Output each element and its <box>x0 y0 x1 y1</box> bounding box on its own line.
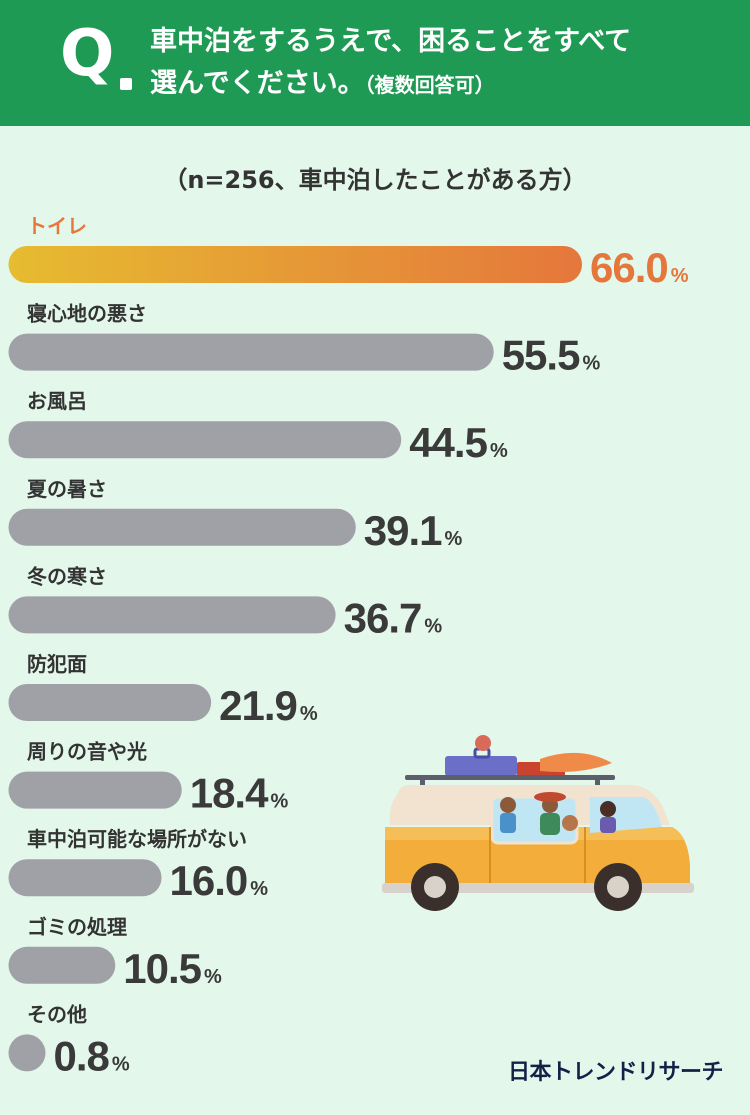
category-label: お風呂 <box>27 389 87 413</box>
campervan-illustration <box>382 735 694 911</box>
value-number: 36.7 <box>344 594 422 641</box>
value-unit: % <box>270 791 288 813</box>
value-number: 0.8 <box>54 1032 110 1079</box>
question-header: Q 車中泊をするうえで、困ることをすべて 選んでください。（複数回答可） <box>0 0 750 126</box>
value-label: 16.0% <box>170 857 269 904</box>
category-label: ゴミの処理 <box>27 915 127 939</box>
value-unit: % <box>112 1053 130 1075</box>
value-label: 18.4% <box>190 770 289 817</box>
bar <box>8 771 182 809</box>
category-label: トイレ <box>27 214 87 238</box>
bar-highlight <box>8 246 582 283</box>
question-text-line2: 選んでください。（複数回答可） <box>150 70 495 97</box>
value-unit: % <box>671 265 689 287</box>
category-label: 寝心地の悪さ <box>27 302 147 326</box>
value-unit: % <box>424 615 442 637</box>
question-dot <box>120 78 132 90</box>
value-label: 55.5% <box>502 332 601 379</box>
bar <box>8 946 116 984</box>
value-number: 66.0 <box>590 244 668 291</box>
value-number: 39.1 <box>364 507 442 554</box>
bar <box>8 859 162 897</box>
bar <box>8 684 212 721</box>
value-number: 55.5 <box>502 332 580 379</box>
category-label: 冬の寒さ <box>27 564 107 588</box>
bar <box>8 508 356 546</box>
value-label: 10.5% <box>123 945 222 992</box>
category-label: 防犯面 <box>27 652 87 676</box>
value-number: 16.0 <box>170 857 248 904</box>
value-number: 21.9 <box>219 682 297 729</box>
sample-size-note: （n=256、車中泊したことがある方） <box>163 166 587 194</box>
category-label: 夏の暑さ <box>27 477 107 501</box>
value-number: 44.5 <box>409 419 487 466</box>
bar <box>8 596 336 634</box>
value-label: 0.8% <box>54 1032 130 1079</box>
value-unit: % <box>300 703 318 725</box>
value-number: 10.5 <box>123 945 201 992</box>
value-label: 44.5% <box>409 419 508 466</box>
value-unit: % <box>250 878 268 900</box>
value-unit: % <box>204 966 222 988</box>
bar <box>8 333 494 371</box>
category-label: その他 <box>27 1002 87 1026</box>
bar <box>8 1034 46 1072</box>
question-mark: Q <box>60 17 115 91</box>
value-label: 39.1% <box>364 507 463 554</box>
value-label: 36.7% <box>344 594 443 641</box>
question-text-line2-main: 選んでください。 <box>150 68 365 99</box>
value-unit: % <box>582 353 600 375</box>
value-label: 66.0% <box>590 244 689 291</box>
value-label: 21.9% <box>219 682 318 729</box>
value-number: 18.4 <box>190 770 269 817</box>
value-unit: % <box>490 440 508 462</box>
brand-logo: 日本トレンドリサーチ <box>508 1060 724 1085</box>
question-text-line1: 車中泊をするうえで、困ることをすべて <box>150 26 632 57</box>
bar <box>8 421 402 459</box>
category-label: 車中泊可能な場所がない <box>27 827 247 851</box>
value-unit: % <box>445 528 463 550</box>
category-label: 周りの音や光 <box>27 740 147 764</box>
question-note: （複数回答可） <box>364 73 495 97</box>
